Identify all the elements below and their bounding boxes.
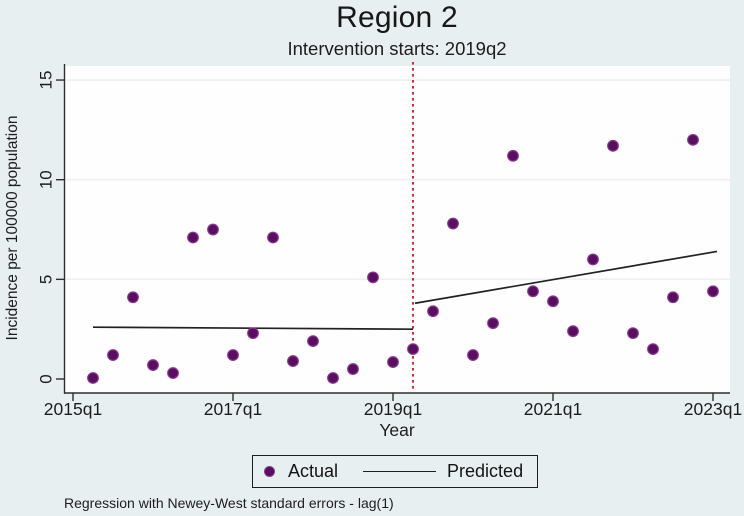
actual-point xyxy=(647,343,659,356)
actual-point xyxy=(547,295,559,308)
regression-note: Regression with Newey-West standard erro… xyxy=(64,495,394,511)
predicted-line-segment xyxy=(414,250,718,305)
actual-point xyxy=(627,327,639,340)
actual-point xyxy=(427,305,439,318)
actual-point xyxy=(227,349,239,361)
predicted-line-icon xyxy=(363,471,437,472)
actual-point xyxy=(487,317,499,330)
actual-point xyxy=(147,359,159,371)
y-axis-title: Incidence per 100000 population xyxy=(4,116,21,341)
actual-point xyxy=(207,223,219,236)
actual-point xyxy=(687,133,699,146)
x-axis-title: Year xyxy=(379,420,415,440)
actual-point xyxy=(327,372,339,384)
actual-point xyxy=(607,139,619,152)
legend-label-predicted: Predicted xyxy=(447,461,524,481)
actual-point xyxy=(507,149,519,162)
y-tick-label: 5 xyxy=(37,275,56,284)
plot-area: 0 5 10 15 2015q1 2017q1 2019q1 2021q1 2023q1 xyxy=(37,62,742,419)
x-tick-label: 2023q1 xyxy=(684,399,742,419)
actual-point xyxy=(467,349,479,361)
actual-point xyxy=(387,356,399,368)
y-tick-label: 0 xyxy=(37,374,56,383)
actual-point xyxy=(127,291,139,304)
actual-point xyxy=(367,271,379,284)
legend-label-actual: Actual xyxy=(288,461,339,481)
actual-point xyxy=(707,285,719,298)
x-tick-label: 2017q1 xyxy=(204,399,262,419)
actual-point xyxy=(187,231,199,244)
legend: Actual Predicted xyxy=(252,455,538,488)
chart-subtitle: Intervention starts: 2019q2 xyxy=(287,38,507,59)
actual-point xyxy=(527,285,539,298)
actual-point xyxy=(447,217,459,230)
actual-point xyxy=(407,343,419,356)
plot-background xyxy=(64,66,730,393)
actual-point xyxy=(287,355,299,367)
x-tick-label: 2021q1 xyxy=(524,399,582,419)
chart-title: Region 2 xyxy=(336,1,458,34)
actual-point xyxy=(587,253,599,266)
actual-point xyxy=(567,325,579,338)
actual-point xyxy=(167,367,179,379)
y-tick-label: 15 xyxy=(37,71,56,90)
x-tick-label: 2019q1 xyxy=(364,399,422,419)
y-tick-label: 10 xyxy=(37,170,56,189)
actual-point xyxy=(347,363,359,375)
actual-point xyxy=(267,231,279,244)
actual-point xyxy=(667,291,679,304)
actual-point xyxy=(87,372,99,384)
x-tick-label: 2015q1 xyxy=(44,399,102,419)
actual-point xyxy=(247,327,259,340)
actual-point xyxy=(307,335,319,348)
actual-marker-icon xyxy=(264,466,275,477)
actual-point xyxy=(107,349,119,361)
